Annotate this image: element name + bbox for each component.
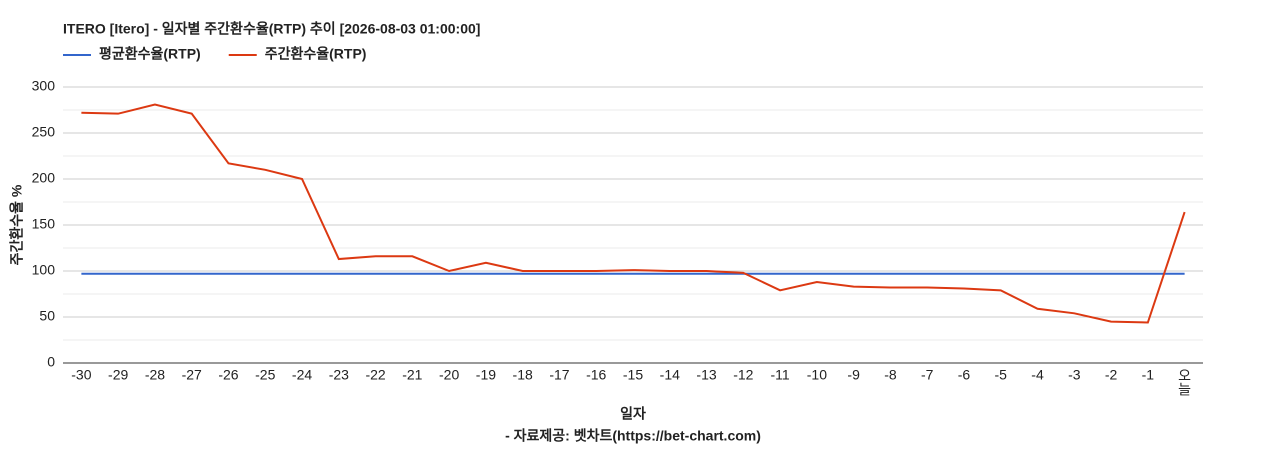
x-tick-label: -11 bbox=[770, 367, 789, 383]
x-tick-label: -17 bbox=[549, 367, 569, 383]
x-tick-label: -25 bbox=[255, 367, 275, 383]
y-tick-label: 100 bbox=[32, 262, 56, 278]
chart-title: ITERO [Itero] - 일자별 주간환수율(RTP) 추이 [2026-… bbox=[63, 21, 480, 37]
y-tick-label: 250 bbox=[32, 124, 56, 140]
x-tick-label: -13 bbox=[696, 367, 716, 383]
x-tick-label: -24 bbox=[292, 367, 312, 383]
x-tick-label: -14 bbox=[660, 367, 680, 383]
x-tick-label: -18 bbox=[513, 367, 533, 383]
x-tick-label: -26 bbox=[218, 367, 238, 383]
x-tick-label: -27 bbox=[182, 367, 202, 383]
x-tick-label: -16 bbox=[586, 367, 606, 383]
x-tick-label: -1 bbox=[1142, 367, 1155, 383]
x-tick-label: -29 bbox=[108, 367, 128, 383]
x-tick-label: -10 bbox=[807, 367, 827, 383]
x-tick-label: -28 bbox=[145, 367, 165, 383]
x-tick-label: -23 bbox=[329, 367, 349, 383]
x-tick-label: 오늘 bbox=[1177, 368, 1193, 396]
y-tick-label: 150 bbox=[32, 216, 56, 232]
y-tick-label: 200 bbox=[32, 170, 56, 186]
x-tick-label: -30 bbox=[71, 367, 91, 383]
x-tick-label: -15 bbox=[623, 367, 643, 383]
legend-label: 평균환수율(RTP) bbox=[99, 46, 201, 62]
x-tick-label: -20 bbox=[439, 367, 459, 383]
x-axis-label: 일자 bbox=[620, 406, 646, 422]
x-tick-label: -21 bbox=[402, 367, 422, 383]
y-tick-label: 0 bbox=[47, 354, 55, 370]
x-tick-label: -19 bbox=[476, 367, 496, 383]
x-tick-label: -12 bbox=[733, 367, 753, 383]
y-tick-label: 300 bbox=[32, 78, 56, 94]
x-tick-label: -4 bbox=[1031, 367, 1044, 383]
x-tick-label: -22 bbox=[365, 367, 385, 383]
x-tick-label: -3 bbox=[1068, 367, 1081, 383]
y-tick-label: 50 bbox=[39, 308, 55, 324]
x-tick-label: -5 bbox=[995, 367, 1008, 383]
source: - 자료제공: 벳차트(https://bet-chart.com) bbox=[505, 428, 761, 444]
line bbox=[81, 103, 1186, 324]
y-axis-label: 주간환수율 % bbox=[9, 184, 25, 265]
x-tick-label: -9 bbox=[847, 367, 860, 383]
x-tick-label: -2 bbox=[1105, 367, 1118, 383]
x-tick-label: -8 bbox=[884, 367, 897, 383]
x-tick-label: -6 bbox=[958, 367, 971, 383]
x-tick-label: -7 bbox=[921, 367, 934, 383]
legend-label: 주간환수율(RTP) bbox=[265, 46, 367, 62]
